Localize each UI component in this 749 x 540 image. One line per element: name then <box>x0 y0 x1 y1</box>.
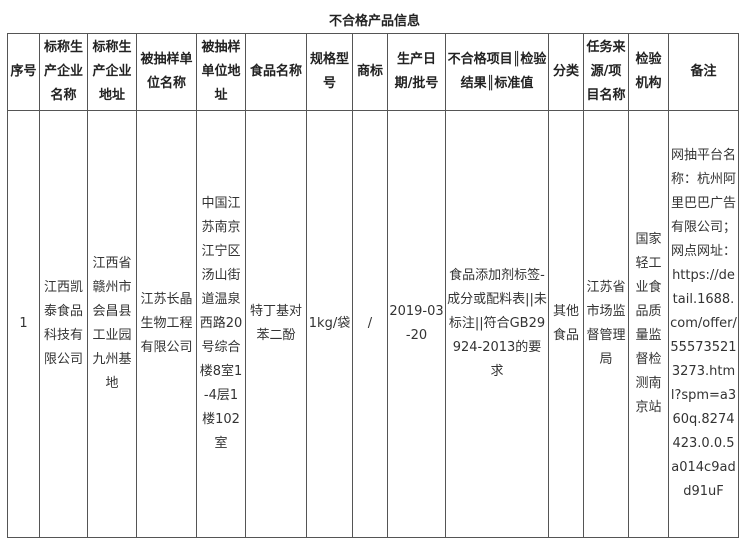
header-cell: 生产日期/批号 <box>387 33 446 111</box>
cell: 食品添加剂标签-成分或配料表||未标注||符合GB29924-2013的要求 <box>445 110 549 538</box>
page-title: 不合格产品信息 <box>328 14 420 29</box>
header-cell: 标称生产企业名称 <box>39 33 88 111</box>
header-row: 序号 标称生产企业名称 标称生产企业地址 被抽样单位名称 被抽样单位地址 食品名… <box>7 33 739 111</box>
cell: 1kg/袋 <box>306 110 353 538</box>
header-cell: 商标 <box>352 33 388 111</box>
header-cell: 不合格项目║检验结果║标准值 <box>445 33 549 111</box>
unqualified-products-table: 序号 标称生产企业名称 标称生产企业地址 被抽样单位名称 被抽样单位地址 食品名… <box>7 33 739 538</box>
header-cell: 检验机构 <box>628 33 669 111</box>
header-cell: 分类 <box>548 33 584 111</box>
header-cell: 规格型号 <box>306 33 353 111</box>
cell: 江苏长晶生物工程有限公司 <box>136 110 197 538</box>
header-cell: 被抽样单位名称 <box>136 33 197 111</box>
header-cell: 食品名称 <box>245 33 307 111</box>
cell: 其他食品 <box>548 110 584 538</box>
header-cell: 备注 <box>668 33 739 111</box>
cell: 江苏省市场监督管理局 <box>583 110 629 538</box>
cell: 1 <box>7 110 40 538</box>
cell: 江西凯泰食品科技有限公司 <box>39 110 88 538</box>
header-cell: 标称生产企业地址 <box>87 33 137 111</box>
cell: 2019-03-20 <box>387 110 446 538</box>
cell: 网抽平台名称：杭州阿里巴巴广告有限公司；网点网址：https://detail.… <box>668 110 739 538</box>
cell: 中国江苏南京江宁区汤山街道温泉西路20号综合楼8室1-4层1楼102室 <box>196 110 246 538</box>
cell: 江西省赣州市会昌县工业园九州基地 <box>87 110 137 538</box>
cell: 国家轻工业食品质量监督检测南京站 <box>628 110 669 538</box>
header-cell: 序号 <box>7 33 40 111</box>
header-cell: 任务来源/项目名称 <box>583 33 629 111</box>
cell: 特丁基对苯二酚 <box>245 110 307 538</box>
header-cell: 被抽样单位地址 <box>196 33 246 111</box>
cell: / <box>352 110 388 538</box>
table-row: 1 江西凯泰食品科技有限公司 江西省赣州市会昌县工业园九州基地 江苏长晶生物工程… <box>7 110 739 538</box>
